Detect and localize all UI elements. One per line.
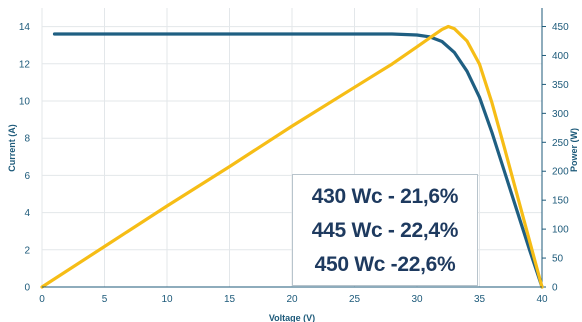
y-axis-title: Current (A)	[7, 124, 17, 172]
x-tick-label: 10	[161, 294, 173, 305]
current-curve	[52, 32, 544, 289]
y-tick-label: 8	[24, 134, 30, 145]
y2-tick-label: 150	[552, 196, 569, 207]
y2-tick-label: 250	[552, 138, 569, 149]
y2-tick-label: 50	[552, 254, 564, 265]
y2-tick-label: 400	[552, 51, 569, 62]
y-tick-label: 6	[24, 171, 30, 182]
x-axis-ticks: 0 5 10 15 20 25 30 35 40	[39, 294, 548, 305]
y-tick-label: 4	[24, 208, 30, 219]
y2-tick-label: 200	[552, 167, 569, 178]
y2-tick-label: 0	[552, 283, 558, 294]
y2-tick-label: 100	[552, 225, 569, 236]
y-tick-label: 10	[19, 97, 31, 108]
y-tick-label: 0	[24, 283, 30, 294]
module-specs-box: 430 Wc - 21,6% 445 Wc - 22,4% 450 Wc -22…	[292, 174, 478, 286]
x-tick-label: 0	[39, 294, 45, 305]
y2-tick-label: 300	[552, 109, 569, 120]
x-tick-label: 30	[411, 294, 423, 305]
y-tick-label: 2	[24, 245, 30, 256]
spec-line-445: 445 Wc - 22,4%	[311, 218, 459, 242]
spec-line-450: 450 Wc -22,6%	[314, 252, 456, 276]
x-axis-title: Voltage (V)	[269, 313, 315, 322]
x-tick-label: 25	[349, 294, 361, 305]
x-tick-label: 5	[102, 294, 108, 305]
x-tick-label: 15	[224, 294, 236, 305]
y2-tick-label: 450	[552, 22, 569, 33]
y2-tick-label: 350	[552, 80, 569, 91]
y-tick-label: 12	[19, 59, 31, 70]
x-tick-label: 20	[286, 294, 298, 305]
y-tick-label: 14	[19, 22, 31, 33]
x-tick-label: 35	[474, 294, 486, 305]
y2-axis-title: Power (W)	[569, 128, 579, 172]
y2-axis-ticks: 0 50 100 150 200 250 300 350 400 450	[541, 8, 569, 294]
spec-line-430: 430 Wc - 21,6%	[311, 184, 459, 208]
x-tick-label: 40	[536, 294, 548, 305]
series-group	[40, 24, 544, 289]
power-curve	[40, 24, 544, 289]
y-axis-ticks: 0 2 4 6 8 10 12 14	[19, 22, 31, 293]
